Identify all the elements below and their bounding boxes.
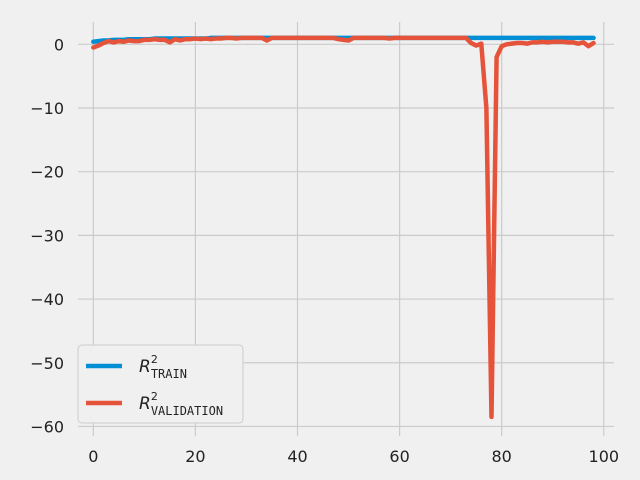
x-tick-label: 20 xyxy=(185,447,205,466)
legend-label: R2 VALIDATION xyxy=(139,390,223,418)
y-tick-label: −30 xyxy=(30,226,64,245)
y-axis: 0 −10 −20 −30 −40 −50 −60 xyxy=(30,35,64,436)
y-tick-label: −50 xyxy=(30,354,64,373)
legend: R2 TRAIN R2 VALIDATION xyxy=(77,344,244,424)
x-tick-label: 40 xyxy=(287,447,307,466)
x-tick-label: 60 xyxy=(389,447,409,466)
y-tick-label: −40 xyxy=(30,290,64,309)
series-line-1 xyxy=(91,35,596,420)
y-tick-label: −10 xyxy=(30,99,64,118)
x-axis: 0 20 40 60 80 100 xyxy=(88,447,619,466)
x-tick-label: 80 xyxy=(492,447,512,466)
y-tick-label: −20 xyxy=(30,163,64,182)
y-tick-label: −60 xyxy=(30,417,64,436)
plot-lines xyxy=(91,35,596,420)
x-tick-label: 100 xyxy=(589,447,620,466)
legend-label: R2 TRAIN xyxy=(139,353,187,381)
x-tick-label: 0 xyxy=(88,447,98,466)
y-tick-label: 0 xyxy=(54,35,64,54)
